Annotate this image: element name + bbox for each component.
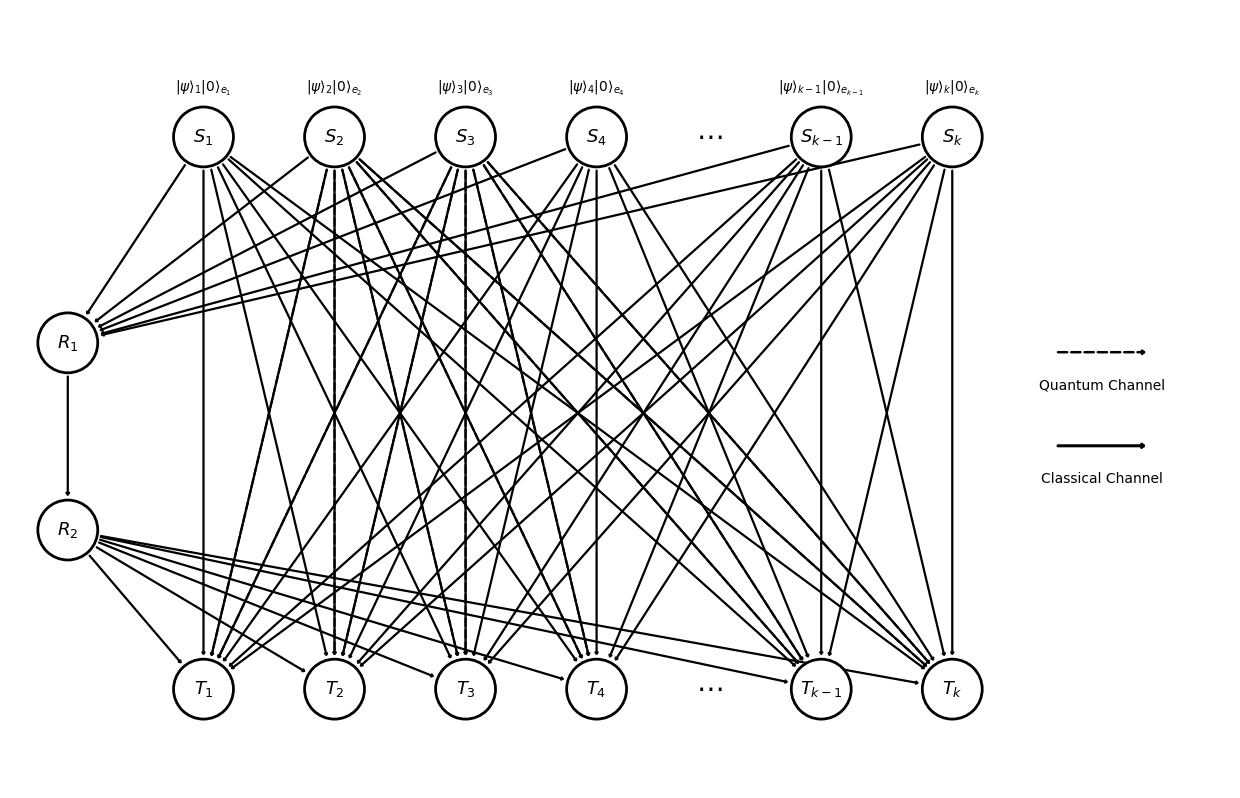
Text: $S_{k-1}$: $S_{k-1}$ [800, 127, 843, 147]
Circle shape [305, 107, 365, 167]
Text: $T_{k-1}$: $T_{k-1}$ [800, 679, 842, 699]
Text: $S_1$: $S_1$ [193, 127, 213, 147]
Text: $|\psi\rangle_k|0\rangle_{e_k}$: $|\psi\rangle_k|0\rangle_{e_k}$ [924, 78, 981, 97]
Circle shape [791, 659, 851, 719]
Text: $S_4$: $S_4$ [587, 127, 606, 147]
Text: $|\psi\rangle_1|0\rangle_{e_1}$: $|\psi\rangle_1|0\rangle_{e_1}$ [175, 78, 232, 97]
Circle shape [791, 107, 851, 167]
Circle shape [38, 313, 98, 373]
Circle shape [435, 659, 496, 719]
Circle shape [38, 500, 98, 560]
Text: $T_2$: $T_2$ [325, 679, 345, 699]
Text: $T_1$: $T_1$ [193, 679, 213, 699]
Text: $\cdots$: $\cdots$ [696, 123, 722, 151]
Circle shape [305, 659, 365, 719]
Text: $R_1$: $R_1$ [57, 333, 78, 353]
Text: $T_k$: $T_k$ [942, 679, 962, 699]
Circle shape [174, 107, 233, 167]
Text: $S_3$: $S_3$ [455, 127, 476, 147]
Circle shape [567, 659, 626, 719]
Circle shape [923, 107, 982, 167]
Text: $T_3$: $T_3$ [455, 679, 476, 699]
Text: Quantum Channel: Quantum Channel [1039, 378, 1166, 393]
Circle shape [923, 659, 982, 719]
Text: $T_4$: $T_4$ [587, 679, 606, 699]
Circle shape [567, 107, 626, 167]
Text: $|\psi\rangle_2|0\rangle_{e_2}$: $|\psi\rangle_2|0\rangle_{e_2}$ [306, 78, 363, 97]
Text: $|\psi\rangle_3|0\rangle_{e_3}$: $|\psi\rangle_3|0\rangle_{e_3}$ [438, 78, 494, 97]
Circle shape [174, 659, 233, 719]
Text: $S_k$: $S_k$ [941, 127, 962, 147]
Circle shape [435, 107, 496, 167]
Text: $|\psi\rangle_{k-1}|0\rangle_{e_{k-1}}$: $|\psi\rangle_{k-1}|0\rangle_{e_{k-1}}$ [777, 78, 864, 97]
Text: Classical Channel: Classical Channel [1042, 472, 1163, 486]
Text: $S_2$: $S_2$ [325, 127, 345, 147]
Text: $\cdots$: $\cdots$ [696, 675, 722, 703]
Text: $R_2$: $R_2$ [57, 520, 78, 540]
Text: $|\psi\rangle_4|0\rangle_{e_4}$: $|\psi\rangle_4|0\rangle_{e_4}$ [568, 78, 625, 97]
